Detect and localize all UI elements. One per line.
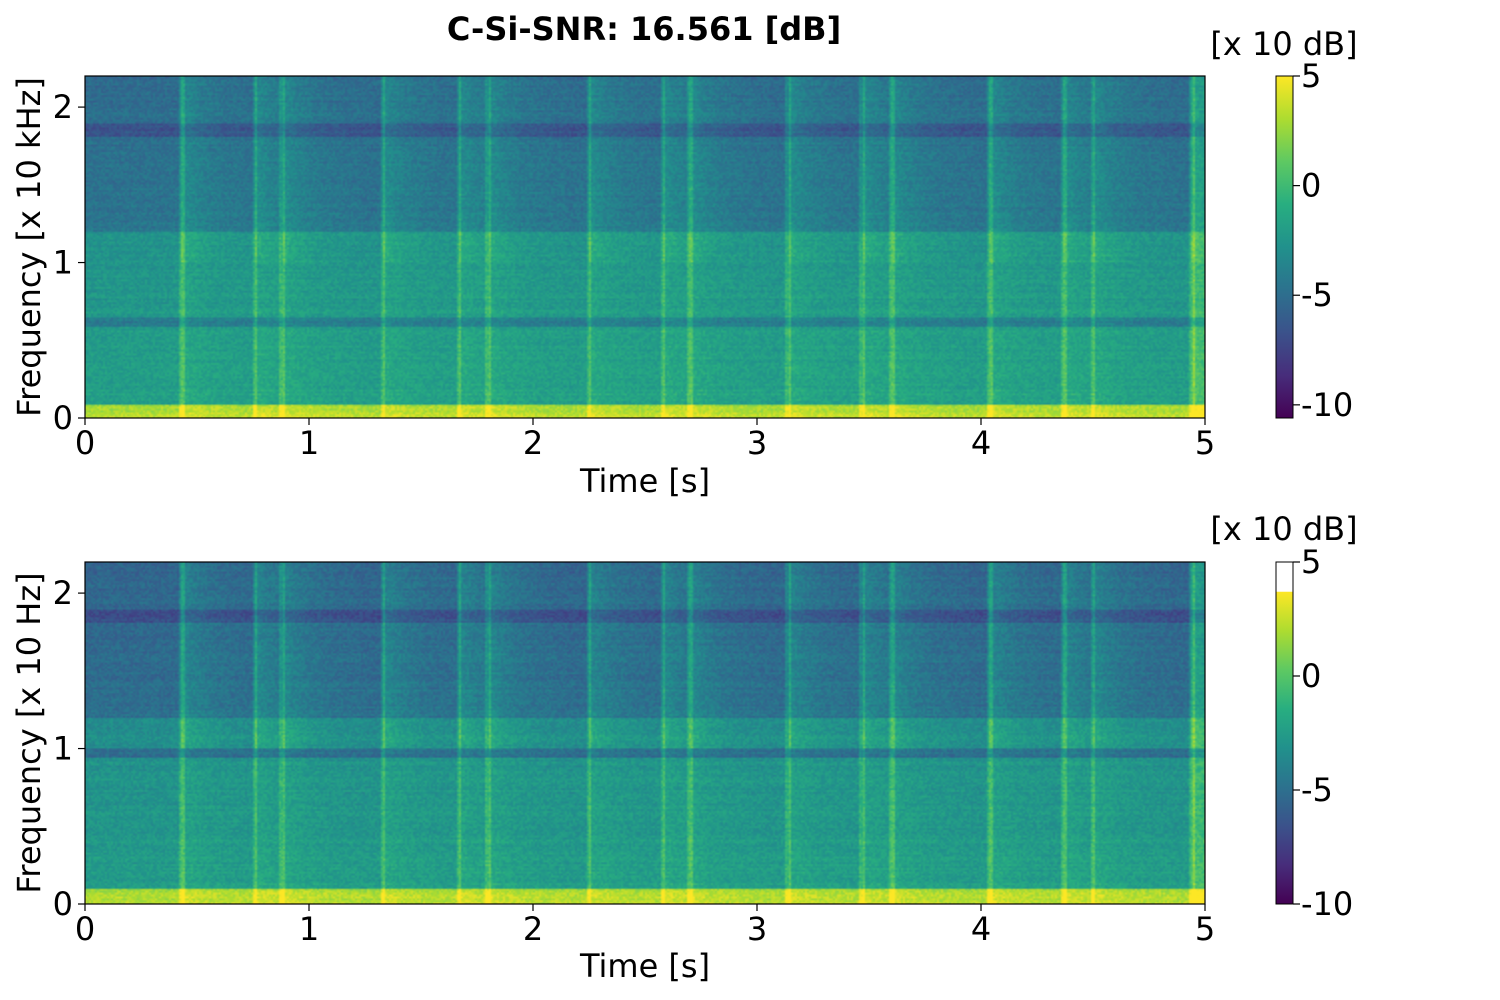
colorbar-gradient-bottom: [1276, 591, 1293, 904]
y-tick-label: 2: [53, 88, 73, 126]
plot-frame-top: [84, 75, 1206, 419]
x-tick-label: 0: [75, 424, 95, 462]
x-tick-label: 2: [523, 910, 543, 948]
colorbar-tick-label: -10: [1301, 386, 1353, 424]
x-tick-label: 1: [299, 424, 319, 462]
colorbar-tick-label: 0: [1301, 657, 1321, 695]
colorbar-empty-bottom: [1276, 562, 1293, 592]
colorbar-tick-label: 0: [1301, 167, 1321, 205]
y-axis-label-bottom: Frequency [x 10 Hz]: [10, 572, 48, 893]
y-tick-label: 1: [53, 244, 73, 282]
colorbar-tick-label: -5: [1301, 276, 1333, 314]
y-ticks-bottom: 0 1 2: [53, 574, 85, 923]
colorbar-unit-top: [x 10 dB]: [1210, 25, 1357, 63]
x-tick-label: 5: [1195, 910, 1215, 948]
colorbar-tick-label: 5: [1301, 543, 1321, 581]
figure-title: C-Si-SNR: 16.561 [dB]: [447, 10, 841, 48]
x-tick-label: 4: [971, 424, 991, 462]
x-tick-label: 3: [747, 424, 767, 462]
colorbar-frame-bottom: [1275, 561, 1294, 905]
colorbar-ticks-top: 5 0 -5 -10: [1293, 57, 1353, 424]
spectrogram-image-top: [85, 76, 1205, 418]
colorbar-ticks-bottom: 5 0 -5 -10: [1293, 543, 1353, 923]
y-tick-label: 2: [53, 574, 73, 612]
x-tick-label: 5: [1195, 424, 1215, 462]
spectrogram-panel-top: 0 1 2 3 4 5 0 1 2 Time [s] Frequency [x 10 kHz]…: [10, 25, 1358, 500]
x-tick-label: 4: [971, 910, 991, 948]
y-axis-label-top: Frequency [x 10 kHz]: [10, 77, 48, 417]
colorbar-bottom: 5 0 -5 -10 [x 10 dB]: [1210, 510, 1357, 923]
y-ticks-top: 0 1 2: [53, 88, 85, 437]
x-tick-label: 2: [523, 424, 543, 462]
colorbar-tick-label: -10: [1301, 885, 1353, 923]
y-tick-label: 0: [53, 885, 73, 923]
x-axis-label-top: Time [s]: [579, 462, 710, 500]
plot-frame-bottom: [84, 561, 1206, 905]
colorbar-gradient-top: [1276, 76, 1293, 418]
colorbar-top: 5 0 -5 -10 [x 10 dB]: [1210, 25, 1357, 424]
colorbar-tick-label: -5: [1301, 771, 1333, 809]
y-tick-label: 1: [53, 730, 73, 768]
x-tick-label: 1: [299, 910, 319, 948]
x-tick-label: 3: [747, 910, 767, 948]
y-tick-label: 0: [53, 399, 73, 437]
x-ticks-top: 0 1 2 3 4 5: [75, 418, 1215, 462]
spectrogram-image-bottom: [85, 562, 1205, 904]
x-ticks-bottom: 0 1 2 3 4 5: [75, 904, 1215, 948]
colorbar-tick-label: 5: [1301, 57, 1321, 95]
x-tick-label: 0: [75, 910, 95, 948]
colorbar-unit-bottom: [x 10 dB]: [1210, 510, 1357, 548]
colorbar-frame-top: [1275, 75, 1294, 419]
x-axis-label-bottom: Time [s]: [579, 947, 710, 985]
